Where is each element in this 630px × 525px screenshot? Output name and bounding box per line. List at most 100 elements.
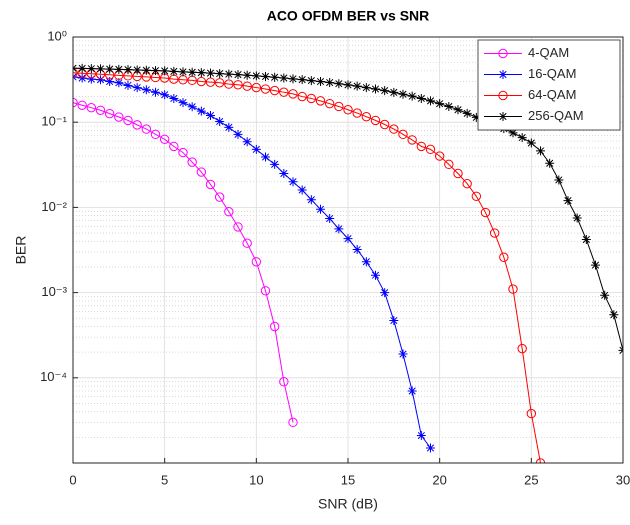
y-tick-label: 10⁻² bbox=[41, 199, 67, 214]
marker bbox=[77, 63, 87, 73]
marker bbox=[224, 79, 234, 89]
series-line bbox=[73, 76, 431, 449]
marker bbox=[444, 101, 454, 111]
marker bbox=[316, 77, 325, 87]
marker bbox=[242, 70, 252, 80]
marker bbox=[206, 68, 215, 78]
marker bbox=[407, 135, 417, 145]
marker bbox=[462, 178, 472, 189]
marker bbox=[205, 77, 216, 87]
marker bbox=[77, 100, 87, 110]
marker bbox=[86, 64, 96, 74]
marker bbox=[132, 120, 142, 130]
marker bbox=[224, 207, 234, 217]
marker bbox=[114, 64, 124, 74]
marker bbox=[563, 196, 573, 206]
marker bbox=[187, 102, 197, 112]
marker bbox=[169, 141, 179, 152]
marker bbox=[169, 93, 179, 103]
marker bbox=[306, 195, 316, 205]
marker bbox=[371, 270, 380, 280]
marker bbox=[159, 134, 170, 144]
marker bbox=[261, 152, 270, 162]
marker bbox=[196, 167, 207, 177]
marker bbox=[297, 91, 307, 102]
marker bbox=[334, 101, 344, 112]
marker bbox=[141, 124, 152, 134]
marker bbox=[591, 260, 600, 270]
marker bbox=[242, 238, 252, 248]
marker bbox=[261, 71, 270, 81]
marker bbox=[306, 76, 316, 86]
y-tick-label: 10⁻⁴ bbox=[40, 369, 67, 384]
marker bbox=[114, 112, 124, 122]
marker bbox=[169, 66, 179, 76]
marker bbox=[379, 119, 390, 130]
marker bbox=[398, 89, 408, 99]
marker bbox=[306, 93, 317, 104]
marker bbox=[251, 71, 261, 81]
marker bbox=[279, 87, 289, 97]
marker bbox=[141, 85, 151, 95]
marker bbox=[352, 108, 362, 118]
marker bbox=[343, 105, 353, 115]
marker bbox=[123, 65, 133, 75]
marker bbox=[96, 75, 105, 85]
marker bbox=[279, 168, 289, 178]
marker bbox=[178, 147, 188, 158]
grid bbox=[72, 36, 624, 463]
marker bbox=[508, 128, 518, 138]
marker bbox=[370, 115, 381, 126]
marker bbox=[498, 112, 508, 121]
marker bbox=[288, 74, 298, 84]
marker bbox=[123, 115, 133, 126]
legend-label: 256-QAM bbox=[528, 108, 584, 123]
marker bbox=[453, 105, 463, 115]
marker bbox=[554, 175, 564, 185]
x-axis-label: SNR (dB) bbox=[318, 496, 378, 512]
marker bbox=[453, 168, 463, 179]
marker bbox=[215, 69, 225, 79]
marker bbox=[498, 70, 508, 79]
marker bbox=[214, 192, 225, 202]
marker bbox=[151, 66, 160, 76]
marker bbox=[489, 228, 500, 238]
marker bbox=[251, 257, 262, 267]
marker bbox=[536, 146, 545, 156]
series-line bbox=[73, 102, 294, 423]
marker bbox=[361, 257, 371, 267]
marker bbox=[132, 83, 142, 93]
marker bbox=[434, 151, 445, 161]
marker bbox=[141, 65, 151, 75]
marker bbox=[581, 234, 591, 244]
marker bbox=[352, 81, 362, 91]
marker bbox=[77, 73, 87, 83]
legend-label: 64-QAM bbox=[528, 87, 576, 102]
y-tick-label: 10⁻³ bbox=[41, 284, 67, 299]
marker bbox=[389, 87, 399, 97]
chart-title: ACO OFDM BER vs SNR bbox=[267, 8, 430, 24]
ticks: 10⁻⁴ 10⁻³ 10⁻² 10⁻¹ 10⁰ 0 5 10 15 20 25 30 bbox=[40, 28, 630, 487]
marker bbox=[242, 81, 252, 91]
marker bbox=[224, 122, 234, 132]
marker bbox=[279, 73, 289, 83]
marker bbox=[251, 144, 261, 154]
y-axis-label: BER bbox=[13, 236, 29, 265]
marker bbox=[462, 108, 472, 118]
marker bbox=[160, 90, 170, 100]
marker bbox=[114, 78, 124, 88]
marker bbox=[95, 105, 106, 115]
marker bbox=[196, 106, 206, 116]
marker bbox=[196, 68, 206, 78]
marker bbox=[398, 349, 408, 359]
x-tick-label: 20 bbox=[432, 472, 446, 487]
marker bbox=[498, 90, 508, 101]
marker bbox=[352, 245, 362, 255]
marker bbox=[260, 286, 271, 296]
marker bbox=[86, 102, 97, 113]
marker bbox=[151, 87, 160, 97]
marker bbox=[572, 213, 582, 223]
marker bbox=[196, 76, 207, 87]
marker bbox=[426, 96, 435, 106]
marker bbox=[334, 224, 344, 234]
